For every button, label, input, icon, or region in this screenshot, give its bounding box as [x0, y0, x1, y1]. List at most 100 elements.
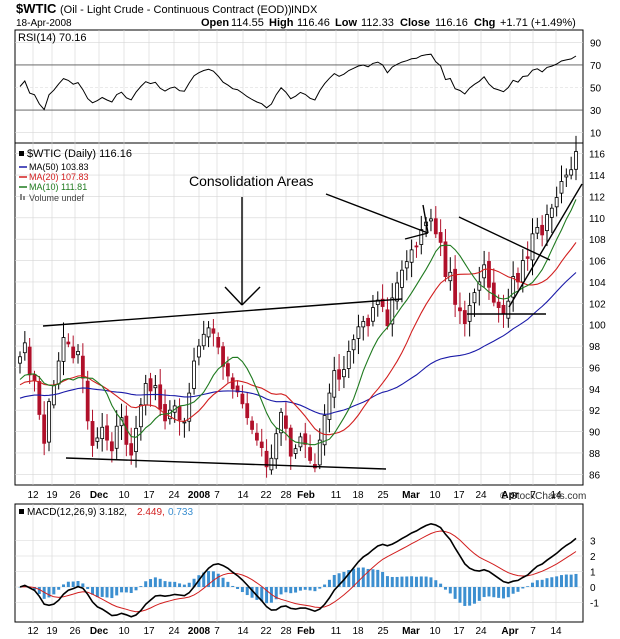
candle	[453, 268, 458, 305]
trend-line-lower	[65, 457, 387, 470]
open-value: 114.55	[231, 17, 264, 29]
price-tick-label: 102	[589, 299, 606, 310]
open-label: Open	[201, 17, 229, 29]
macd-hist-bar	[497, 587, 501, 598]
macd-hist-bar	[511, 587, 515, 594]
candle	[419, 229, 424, 245]
candle	[414, 245, 419, 248]
candle	[351, 339, 356, 351]
x-tick-label-macd: 19	[46, 626, 58, 637]
x-tick-label-macd: 25	[377, 626, 389, 637]
price-tick-label: 86	[589, 470, 601, 481]
candle	[496, 301, 501, 308]
macd-hist-label: 0.733	[168, 507, 193, 518]
consolidation-annotation: Consolidation Areas	[189, 173, 314, 189]
candle	[404, 261, 409, 269]
chg-value: +1.71 (+1.49%)	[500, 17, 576, 29]
candle	[569, 169, 574, 176]
candle	[148, 378, 153, 392]
candle	[109, 441, 114, 452]
macd-hist-bar	[405, 576, 409, 587]
candle	[269, 457, 274, 471]
macd-hist-bar	[289, 587, 293, 594]
legend-ma10: MA(10) 111.81	[29, 182, 87, 192]
price-tick-label: 116	[589, 150, 605, 161]
macd-hist-bar	[501, 587, 505, 599]
macd-hist-bar	[356, 567, 360, 587]
price-tick-label: 104	[589, 278, 606, 289]
candle	[564, 174, 569, 178]
candle	[409, 249, 414, 263]
macd-hist-bar	[564, 574, 568, 587]
macd-hist-bar	[231, 585, 235, 587]
macd-hist-bar	[318, 587, 322, 589]
macd-line	[19, 522, 577, 618]
candle	[279, 411, 283, 434]
macd-hist-bar	[569, 574, 573, 587]
candle	[284, 415, 288, 429]
macd-hist-bar	[337, 573, 341, 587]
candle	[114, 425, 119, 449]
legend-square-price	[19, 151, 24, 156]
x-tick-label: 10	[118, 490, 130, 501]
candle	[317, 439, 322, 466]
candle	[61, 337, 66, 362]
macd-hist-bar	[100, 587, 104, 597]
macd-hist-bar	[530, 582, 534, 587]
candle	[90, 421, 95, 446]
candle	[66, 341, 71, 345]
x-tick-label-macd: 28	[280, 626, 292, 637]
macd-hist-bar	[76, 581, 80, 587]
macd-label: MACD(12,26,9) 3.182,	[27, 507, 127, 518]
x-tick-label-macd: 17	[453, 626, 465, 637]
macd-hist-bar	[385, 576, 389, 587]
macd-hist-bar	[168, 581, 172, 587]
macd-hist-bar	[482, 587, 486, 598]
price-tick-label: 96	[589, 363, 601, 374]
macd-hist-bar	[182, 584, 186, 587]
price-tick-label: 98	[589, 342, 601, 353]
macd-hist-bar	[313, 587, 317, 592]
macd-hist-bar	[516, 587, 520, 592]
macd-signal-line	[19, 530, 577, 613]
candle	[458, 307, 462, 312]
candle	[371, 307, 375, 322]
candle	[76, 351, 80, 356]
candle	[433, 218, 438, 235]
candle	[530, 233, 535, 261]
candle	[332, 370, 337, 398]
candle	[250, 420, 254, 430]
candle	[516, 272, 520, 283]
close-value: 116.16	[435, 17, 468, 29]
candle	[196, 345, 201, 358]
x-tick-label: 17	[453, 490, 465, 501]
macd-hist-bar	[332, 574, 336, 587]
price-tick-label: 112	[589, 192, 605, 203]
x-tick-label-macd: 10	[429, 626, 441, 637]
candle	[18, 356, 22, 364]
macd-hist-bar	[62, 584, 66, 587]
arrow-head-down	[404, 232, 429, 240]
macd-hist-bar	[110, 587, 114, 599]
candle	[85, 380, 90, 422]
x-tick-label: 14	[237, 490, 249, 501]
macd-hist-bar	[376, 569, 380, 587]
macd-hist-bar	[245, 587, 249, 596]
macd-hist-bar	[443, 587, 447, 590]
chg-label: Chg	[474, 17, 495, 29]
macd-hist-bar	[574, 573, 578, 587]
x-tick-label-macd: Dec	[90, 626, 109, 637]
macd-hist-bar	[371, 569, 375, 587]
candle	[361, 321, 366, 328]
candle	[477, 281, 482, 291]
macd-hist-bar	[33, 587, 37, 590]
macd-hist-bar	[187, 582, 191, 587]
macd-hist-bar	[71, 581, 75, 587]
candle	[308, 447, 312, 461]
candle	[235, 385, 240, 393]
candle	[487, 261, 491, 288]
candle	[443, 241, 448, 277]
macd-hist-bar	[173, 581, 177, 587]
macd-hist-bar	[202, 572, 206, 587]
